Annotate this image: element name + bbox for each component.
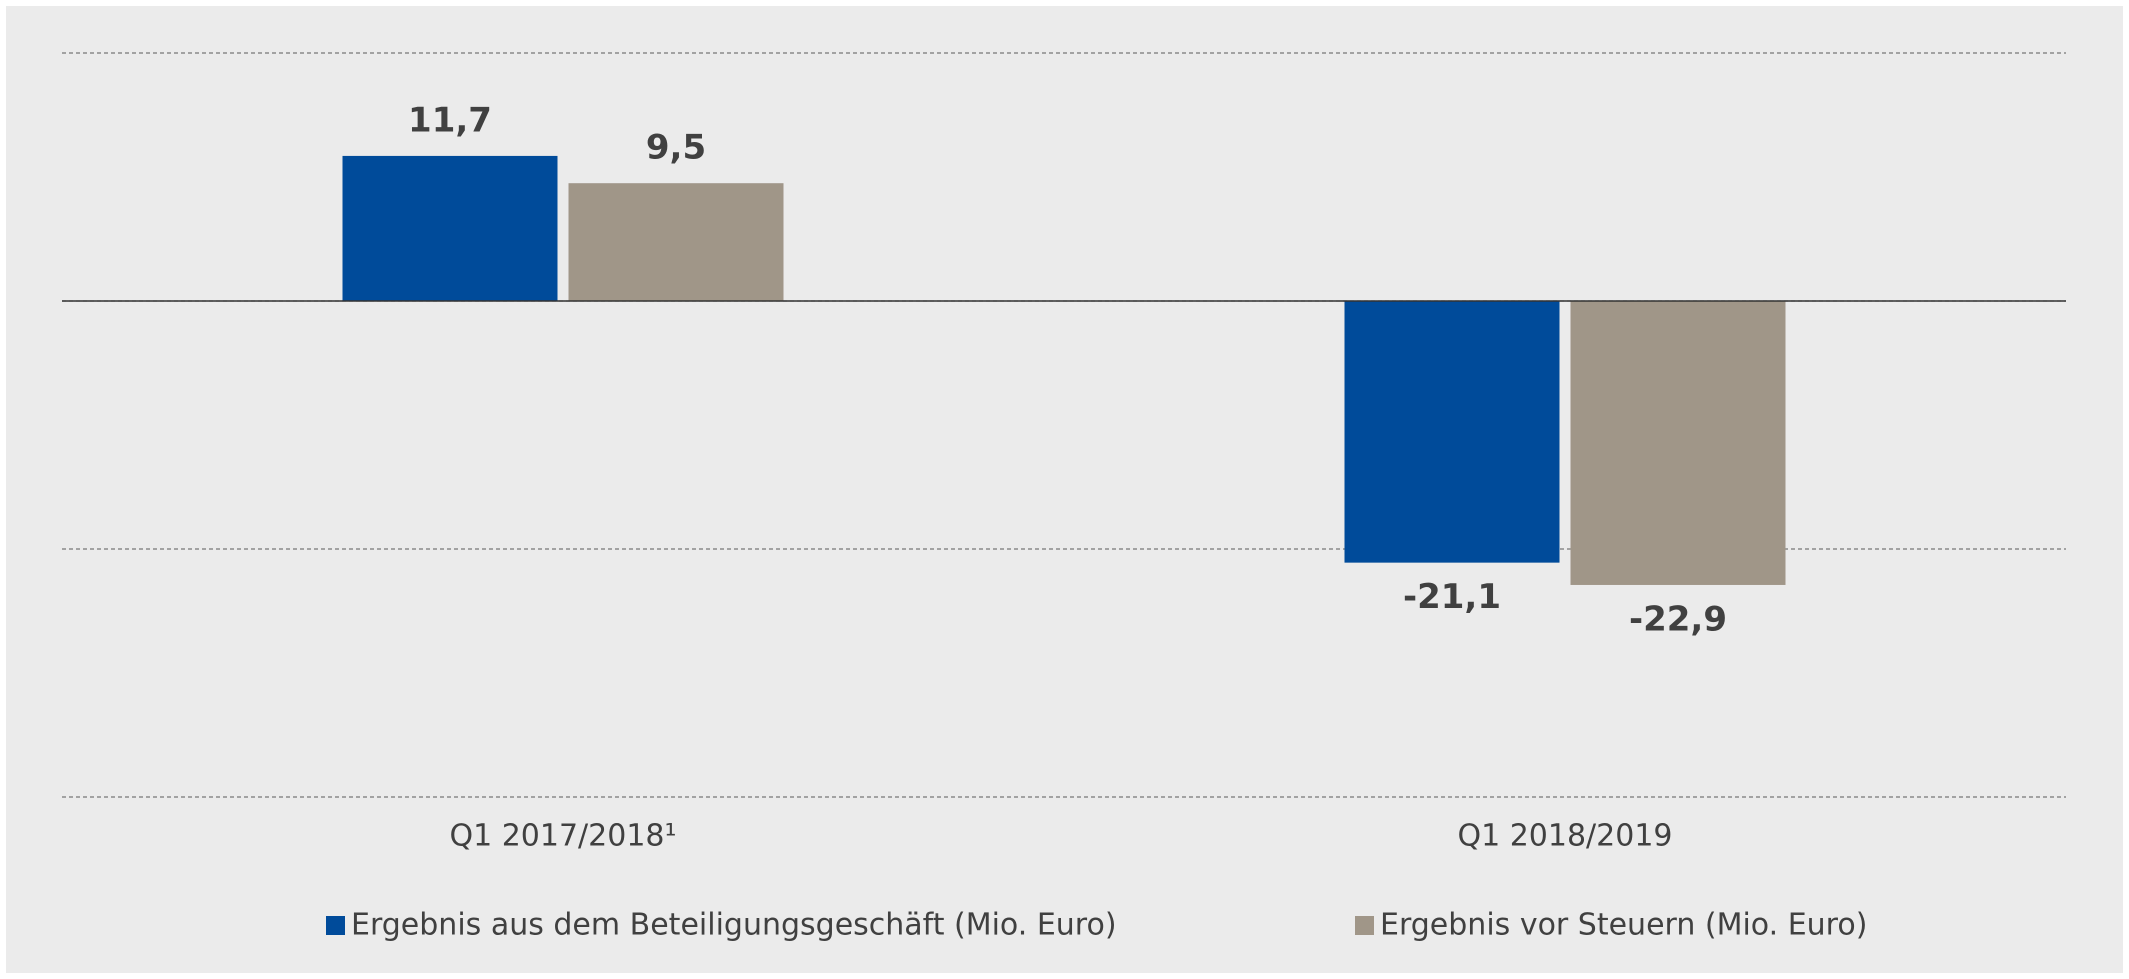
bar [1344, 301, 1560, 563]
legend-label: Ergebnis vor Steuern (Mio. Euro) [1380, 908, 1867, 943]
data-label: -21,1 [1403, 577, 1501, 617]
bar [568, 183, 784, 301]
data-label: 9,5 [646, 128, 706, 168]
legend-label: Ergebnis aus dem Beteiligungsgeschäft (M… [351, 908, 1117, 943]
x-tick-label: Q1 2018/2019 [1457, 819, 1672, 854]
data-label: 11,7 [408, 100, 492, 140]
chart-background [6, 6, 2123, 973]
x-tick-label: Q1 2017/2018¹ [449, 819, 676, 854]
data-label: -22,9 [1629, 599, 1727, 639]
legend-swatch [326, 916, 345, 935]
legend-swatch [1355, 916, 1374, 935]
bar [342, 155, 558, 301]
bar [1570, 301, 1786, 585]
